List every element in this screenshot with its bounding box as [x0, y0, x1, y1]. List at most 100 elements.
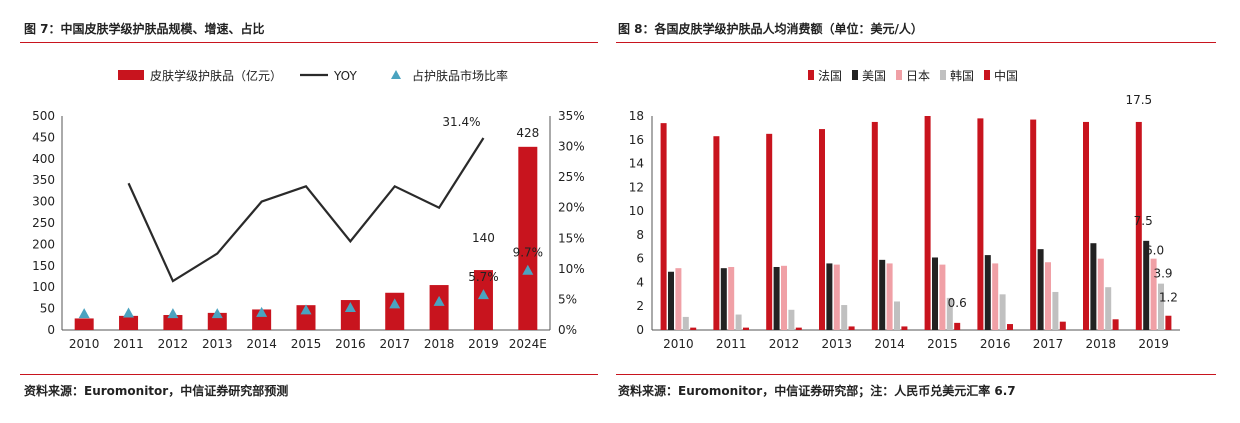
left-figure-source: 资料来源：Euromonitor，中信证券研究部预测 — [24, 384, 289, 398]
share-marker-2010 — [78, 308, 90, 319]
right-y-tick-label: 15% — [558, 231, 585, 245]
x-tick-label: 2010 — [69, 337, 100, 351]
left-y-tick-label: 450 — [32, 130, 55, 144]
bar-france-2011 — [713, 136, 720, 330]
share-marker-2019 — [477, 289, 489, 300]
bar-usa-2013 — [826, 263, 833, 330]
bar-france-2019 — [1135, 121, 1142, 330]
bar-2024E — [518, 146, 538, 330]
left-y-tick-label: 250 — [32, 216, 55, 230]
left-y-tick-label: 50 — [40, 302, 55, 316]
bar-korea-2019 — [1158, 283, 1164, 330]
bar-korea-2014 — [894, 301, 900, 330]
legend-swatch-marker — [391, 70, 401, 79]
bar-france-2018 — [1083, 121, 1089, 330]
left-chart: 0 50 100 150 200 250 300 350 400 450 500 0% 5% 10% 15%… — [32, 68, 585, 351]
bar-usa-2011 — [720, 268, 727, 330]
bar-japan-2010 — [675, 268, 682, 330]
bar-data-label: 428 — [516, 126, 539, 140]
y-tick-label: 14 — [629, 157, 644, 171]
right-figure-title: 图 8：各国皮肤学级护肤品人均消费额（单位：美元/人） — [618, 22, 923, 36]
bar-korea-2011 — [735, 314, 742, 330]
bar-china-2012 — [795, 327, 802, 330]
bar-japan-2017 — [1045, 262, 1051, 330]
left-figure-title: 图 7：中国皮肤学级护肤品规模、增速、占比 — [24, 22, 265, 36]
y-tick-label: 2 — [636, 299, 644, 313]
yoy-data-label: 31.4% — [442, 115, 480, 129]
share-marker-2024E — [522, 264, 534, 275]
right-y-tick-label: 30% — [558, 140, 585, 154]
bar-korea-2017 — [1052, 291, 1059, 330]
bar-japan-2016 — [992, 263, 999, 330]
bar-2010 — [74, 318, 94, 330]
data-label-korea: 3.9 — [1153, 267, 1172, 281]
x-tick-label: 2019 — [1138, 337, 1169, 351]
bar-china-2010 — [690, 327, 697, 330]
bar-korea-2013 — [841, 305, 848, 330]
y-tick-label: 10 — [629, 204, 644, 218]
share-marker-2016 — [344, 301, 356, 312]
y-tick-label: 6 — [636, 252, 644, 266]
bar-china-2015 — [954, 322, 961, 330]
bar-china-2014 — [901, 326, 908, 330]
x-tick-label: 2015 — [291, 337, 322, 351]
left-figure-panel: 图 7：中国皮肤学级护肤品规模、增速、占比 0 50 100 150 200 250 300… — [0, 0, 600, 423]
legend-label-japan: 日本 — [906, 69, 930, 83]
data-label-japan: 6.0 — [1145, 244, 1164, 258]
data-label-usa: 7.5 — [1134, 214, 1153, 228]
x-tick-label: 2014 — [246, 337, 277, 351]
y-tick-label: 4 — [636, 275, 644, 289]
bar-usa-2015 — [932, 257, 938, 330]
share-marker-2011 — [123, 307, 135, 318]
bar-2015 — [296, 305, 316, 330]
x-tick-label: 2010 — [663, 337, 694, 351]
legend-swatch-japan — [896, 70, 902, 80]
x-tick-label: 2017 — [379, 337, 410, 351]
bar-usa-2016 — [984, 255, 991, 330]
share-marker-2018 — [433, 295, 445, 306]
bar-japan-2014 — [886, 263, 893, 330]
x-tick-label: 2016 — [980, 337, 1011, 351]
x-tick-label: 2024E — [509, 337, 547, 351]
left-y-tick-label: 400 — [32, 152, 55, 166]
legend-label-line: YOY — [333, 69, 357, 83]
left-y-tick-label: 100 — [32, 280, 55, 294]
x-tick-label: 2011 — [716, 337, 747, 351]
share-marker-2017 — [389, 298, 401, 309]
x-tick-label: 2014 — [874, 337, 905, 351]
legend-label-usa: 美国 — [862, 69, 886, 83]
y-tick-label: 16 — [629, 133, 644, 147]
right-chart: 0 2 4 6 8 10 12 14 16 18 2010 2011 2012 2013 2014 2015 2… — [629, 68, 1180, 351]
x-tick-label: 2017 — [1033, 337, 1064, 351]
right-y-tick-label: 20% — [558, 201, 585, 215]
right-y-tick-label: 10% — [558, 262, 585, 276]
share-marker-2014 — [256, 306, 268, 317]
data-label-china: 1.2 — [1159, 291, 1178, 305]
left-y-tick-label: 350 — [32, 173, 55, 187]
x-tick-label: 2013 — [822, 337, 853, 351]
left-y-tick-label: 150 — [32, 259, 55, 273]
y-tick-label: 8 — [636, 228, 644, 242]
x-tick-label: 2019 — [468, 337, 499, 351]
bar-japan-2013 — [833, 264, 840, 330]
bar-france-2010 — [660, 123, 667, 330]
right-source-rule — [616, 374, 1216, 375]
legend-label-korea: 韩国 — [950, 68, 974, 83]
share-marker-2015 — [300, 304, 312, 315]
bar-korea-2010 — [682, 316, 689, 330]
bar-france-2017 — [1030, 119, 1037, 330]
x-tick-label: 2013 — [202, 337, 233, 351]
left-y-tick-label: 500 — [32, 109, 55, 123]
bar-2017 — [385, 292, 405, 330]
right-y-tick-label: 5% — [558, 292, 577, 306]
share-marker-2012 — [167, 308, 179, 319]
legend-swatch-usa — [852, 70, 858, 80]
x-tick-label: 2012 — [158, 337, 189, 351]
bar-japan-2012 — [781, 265, 787, 330]
y-tick-label: 12 — [629, 180, 644, 194]
right-y-tick-label: 25% — [558, 170, 585, 184]
bar-france-2016 — [977, 118, 984, 330]
bar-data-label: 140 — [472, 231, 495, 245]
bar-france-2014 — [871, 121, 878, 330]
bar-france-2013 — [819, 129, 825, 330]
